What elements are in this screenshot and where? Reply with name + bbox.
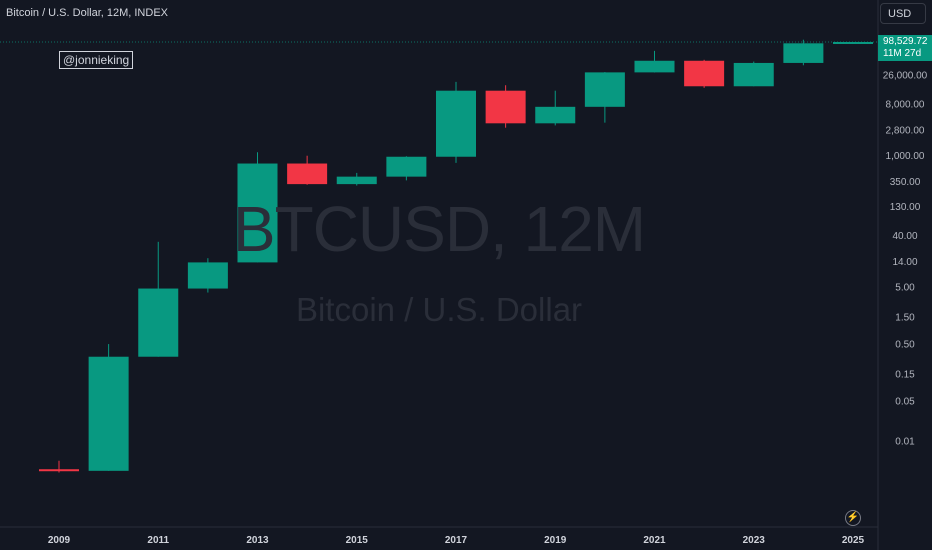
y-tick-label: 1,000.00	[886, 151, 925, 162]
candle-2009[interactable]	[39, 460, 79, 473]
y-tick-label: 40.00	[892, 231, 917, 242]
candle-countdown: 11M 27d	[883, 48, 922, 59]
x-tick-label: 2025	[842, 535, 865, 546]
candle-body	[733, 62, 774, 87]
y-tick-label: 0.05	[895, 397, 915, 408]
x-tick-label: 2009	[48, 535, 71, 546]
symbol-watermark: BTCUSD, 12M	[232, 193, 646, 265]
y-tick-label: 0.15	[895, 369, 915, 380]
candle-body	[783, 43, 824, 63]
candle-body	[684, 60, 725, 87]
candle-2013[interactable]	[237, 152, 278, 263]
candle-body	[833, 41, 873, 44]
y-tick-label: 130.00	[890, 202, 921, 213]
candle-body	[39, 469, 79, 472]
y-tick-label: 14.00	[892, 257, 917, 268]
candle-2024[interactable]	[783, 39, 824, 66]
x-tick-label: 2017	[445, 535, 468, 546]
last-price-label: 98,529.72 11M 27d	[878, 35, 932, 61]
candle-body	[88, 356, 129, 471]
y-tick-label: 0.01	[895, 437, 915, 448]
currency-button[interactable]: USD	[880, 3, 926, 24]
y-tick-label: 5.00	[895, 283, 915, 294]
candle-2021[interactable]	[634, 50, 675, 73]
candle-body	[386, 156, 427, 177]
candle-2025[interactable]	[833, 41, 873, 44]
candle-2015[interactable]	[336, 172, 377, 186]
candle-body	[187, 262, 228, 289]
candle-2023[interactable]	[733, 61, 774, 87]
candle-2022[interactable]	[684, 59, 725, 88]
candle-body	[535, 106, 576, 124]
y-tick-label: 8,000.00	[886, 100, 925, 111]
candle-body	[138, 288, 179, 357]
y-tick-label: 0.50	[895, 340, 915, 351]
candle-2012[interactable]	[187, 258, 228, 293]
x-tick-label: 2023	[743, 535, 766, 546]
x-tick-label: 2019	[544, 535, 567, 546]
x-tick-label: 2015	[346, 535, 369, 546]
y-tick-label: 350.00	[890, 177, 921, 188]
candle-2020[interactable]	[584, 72, 625, 123]
candle-2019[interactable]	[535, 90, 576, 126]
candle-body	[584, 72, 625, 107]
candle-2017[interactable]	[436, 81, 476, 163]
candle-2011[interactable]	[138, 241, 179, 357]
candle-body	[485, 90, 526, 124]
description-watermark: Bitcoin / U.S. Dollar	[295, 291, 583, 328]
y-tick-label: 1.50	[895, 312, 915, 323]
candle-body	[287, 163, 328, 185]
y-tick-label: 26,000.00	[883, 71, 928, 82]
y-tick-label: 2,800.00	[886, 126, 925, 137]
x-tick-label: 2021	[643, 535, 666, 546]
candle-body	[336, 176, 377, 185]
x-tick-label: 2013	[246, 535, 269, 546]
x-tick-label: 2011	[147, 535, 169, 546]
chart-title: Bitcoin / U.S. Dollar, 12M, INDEX	[6, 7, 168, 19]
candle-body	[237, 163, 278, 263]
candle-2018[interactable]	[485, 85, 526, 128]
last-price-value: 98,529.72	[883, 36, 928, 47]
candle-2016[interactable]	[386, 156, 427, 181]
lightning-bolt-icon[interactable]: ⚡	[845, 510, 861, 526]
candle-body	[436, 90, 476, 157]
candle-2010[interactable]	[88, 344, 129, 471]
author-tag: @jonnieking	[59, 51, 134, 69]
candle-2014[interactable]	[287, 155, 328, 185]
candle-body	[634, 60, 675, 73]
